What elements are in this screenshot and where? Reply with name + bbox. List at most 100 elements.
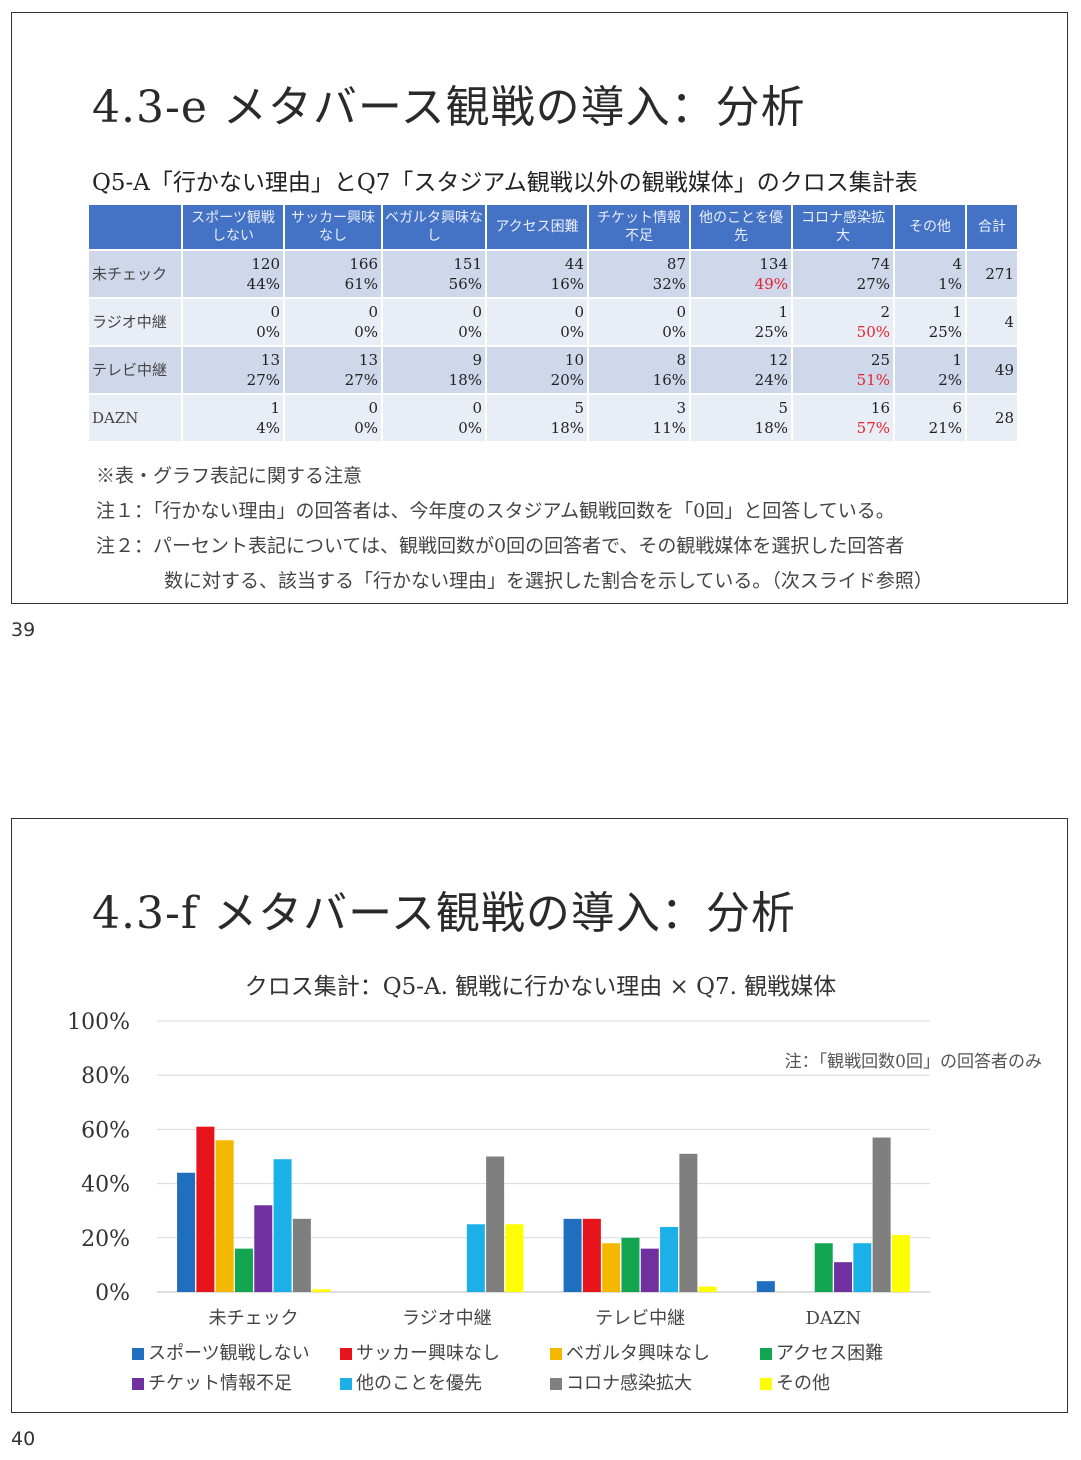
table-cell: 74 27% [793, 251, 893, 297]
cell-count: 0 [472, 303, 482, 321]
table-cell: 10 20% [487, 347, 587, 393]
legend-swatch [760, 1348, 772, 1360]
cell-percent: 27% [856, 275, 890, 293]
table-cell: 1 4% [183, 395, 283, 441]
cell-count: 13 [260, 351, 280, 369]
row-header: ラジオ中継 [89, 299, 181, 345]
x-category-label: テレビ中継 [595, 1308, 685, 1329]
table-cell: 0 0% [183, 299, 283, 345]
note-2-continued: 数に対する、該当する「行かない理由」を選択した割合を示している。（次スライド参照… [164, 570, 933, 592]
cell-count: 1 [952, 351, 962, 369]
chart-annotation: 注：「観戦回数0回」の回答者のみ [785, 1052, 1042, 1072]
table-cell: 3 11% [589, 395, 689, 441]
page-number: 40 [11, 1428, 36, 1450]
legend-item: アクセス困難 [760, 1339, 883, 1365]
table-cell: 0 0% [487, 299, 587, 345]
bar [640, 1248, 659, 1292]
table-row: テレビ中継 13 27% 13 27% 9 18% 10 20% 8 16% 12 24% 25 51% 1 2… [89, 347, 1017, 393]
legend-item: スポーツ観戦しない [132, 1339, 310, 1365]
bar [254, 1205, 273, 1292]
table-cell: 134 49% [691, 251, 791, 297]
cell-count: 0 [368, 303, 378, 321]
legend-label: アクセス困難 [776, 1343, 884, 1364]
y-tick-label: 80% [81, 1064, 130, 1089]
table-cell: 120 44% [183, 251, 283, 297]
cell-percent: 0% [354, 323, 378, 341]
bar [582, 1218, 601, 1292]
legend-swatch [760, 1378, 772, 1390]
table-cell: 13 27% [285, 347, 381, 393]
legend-label: スポーツ観戦しない [148, 1343, 310, 1364]
cell-percent: 18% [448, 371, 482, 389]
bar [196, 1126, 215, 1292]
legend-item: ベガルタ興味なし [550, 1339, 710, 1365]
table-cell: 1 25% [691, 299, 791, 345]
chart-title: クロス集計：Q5-A. 観戦に行かない理由 × Q7. 観戦媒体 [244, 974, 837, 1000]
table-cell: 0 0% [589, 299, 689, 345]
cell-count: 87 [666, 255, 686, 273]
slide-40: 4.3-f メタバース観戦の導入：分析 クロス集計：Q5-A. 観戦に行かない理… [11, 818, 1068, 1413]
bar [814, 1243, 833, 1292]
bar [505, 1224, 524, 1292]
bar [756, 1281, 775, 1292]
note-2: 注２：パーセント表記については、観戦回数が0回の回答者で、その観戦媒体を選択した… [96, 535, 905, 557]
cell-count: 0 [676, 303, 686, 321]
legend-swatch [550, 1348, 562, 1360]
cell-count: 1 [778, 303, 788, 321]
legend-item: 他のことを優先 [340, 1369, 482, 1395]
table-cell: 5 18% [487, 395, 587, 441]
legend-label: その他 [776, 1373, 830, 1394]
bar [563, 1218, 582, 1292]
table-cell: 151 56% [383, 251, 485, 297]
cell-percent: 16% [652, 371, 686, 389]
y-tick-label: 20% [81, 1227, 130, 1252]
row-total: 28 [967, 395, 1017, 441]
table-cell: 1 2% [895, 347, 965, 393]
cell-count: 151 [453, 255, 482, 273]
notes: ※表・グラフ表記に関する注意 注１：「行かない理由」の回答者は、今年度のスタジア… [96, 459, 933, 599]
legend-label: コロナ感染拡大 [566, 1373, 692, 1394]
cell-count: 16 [870, 399, 890, 417]
legend-label: ベガルタ興味なし [566, 1343, 710, 1364]
y-tick-label: 100% [67, 1010, 130, 1035]
table-cell: 25 51% [793, 347, 893, 393]
cell-percent: 11% [652, 419, 686, 437]
slide-title: 4.3-e メタバース観戦の導入：分析 [92, 82, 806, 133]
legend-label: チケット情報不足 [148, 1373, 292, 1394]
cell-percent: 27% [344, 371, 378, 389]
slide-title: 4.3-f メタバース観戦の導入：分析 [92, 888, 796, 939]
table-cell: 4 1% [895, 251, 965, 297]
bar [602, 1243, 621, 1292]
x-category-label: DAZN [806, 1308, 862, 1329]
cell-count: 6 [952, 399, 962, 417]
cell-percent: 0% [662, 323, 686, 341]
table-subtitle: Q5-A「行かない理由」とQ7「スタジアム観戦以外の観戦媒体」のクロス集計表 [92, 170, 918, 196]
legend-label: サッカー興味なし [356, 1343, 500, 1364]
table-header-row: スポーツ観戦しない サッカー興味なし ベガルタ興味なし アクセス困難 チケット情… [89, 205, 1017, 249]
cell-percent: 44% [246, 275, 280, 293]
table-row: 未チェック 120 44% 166 61% 151 56% 44 16% 87 32% 134 49% 7… [89, 251, 1017, 297]
bar-chart: 0% 20% 40% 60% 80% 100% 未チェック ラジオ中継 テレビ中継 DAZN 注：「… [67, 1010, 1042, 1329]
table-cell: 0 0% [285, 395, 381, 441]
cell-percent: 0% [458, 419, 482, 437]
bar [292, 1218, 311, 1292]
cell-percent: 0% [458, 323, 482, 341]
legend-swatch [340, 1348, 352, 1360]
bar [273, 1159, 292, 1292]
page-number: 39 [11, 619, 36, 641]
cell-percent: 2% [938, 371, 962, 389]
table-cell: 12 24% [691, 347, 791, 393]
notes-heading: ※表・グラフ表記に関する注意 [96, 465, 363, 487]
note-1: 注１：「行かない理由」の回答者は、今年度のスタジアム観戦回数を「0回」と回答して… [96, 500, 895, 522]
y-tick-label: 40% [81, 1173, 130, 1198]
cell-percent: 25% [928, 323, 962, 341]
cell-count: 1 [952, 303, 962, 321]
table-cell: 44 16% [487, 251, 587, 297]
table-cell: 13 27% [183, 347, 283, 393]
cell-percent: 61% [344, 275, 378, 293]
bar [660, 1226, 679, 1292]
y-tick-label: 60% [81, 1118, 130, 1143]
cell-percent: 0% [256, 323, 280, 341]
slide-39: 4.3-e メタバース観戦の導入：分析 Q5-A「行かない理由」とQ7「スタジア… [11, 12, 1068, 604]
col-header: スポーツ観戦しない [183, 205, 283, 249]
